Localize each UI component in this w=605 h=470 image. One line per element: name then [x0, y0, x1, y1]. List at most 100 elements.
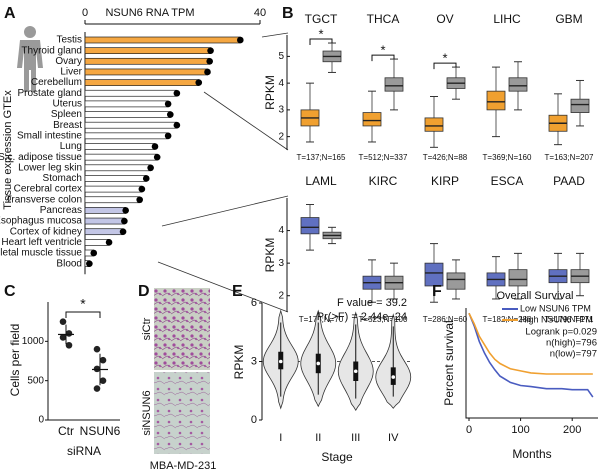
y-tick-label: 4: [278, 225, 284, 236]
tissue-label: Stomach: [43, 173, 82, 184]
bar: [84, 132, 169, 140]
bar-end-dot: [151, 143, 159, 150]
stat-annotation: F value = 39.2: [337, 297, 407, 309]
box: [424, 117, 444, 132]
tissue-label: Cerebellum: [31, 77, 82, 88]
cancer-label: LIHC: [493, 12, 521, 26]
sample-count: T=426;N=88: [423, 153, 468, 162]
tissue-label: Heart left ventricle: [1, 237, 82, 248]
sample-count: T=512;N=337: [359, 153, 408, 162]
bar-end-dot: [164, 100, 172, 108]
tissue-label: Cerebral cortex: [14, 184, 82, 195]
cancer-label: ESCA: [491, 174, 524, 188]
y-tick-label: 500: [27, 375, 44, 386]
y-axis-label: Percent survival: [442, 320, 456, 405]
sample-count: T=179;N=171: [545, 315, 594, 324]
bar-end-dot: [237, 36, 244, 44]
bar: [84, 207, 127, 214]
tissue-label: Blood: [56, 258, 82, 269]
sample-count: T=163;N=207: [545, 153, 594, 162]
bar: [84, 79, 200, 86]
bar-end-dot: [121, 217, 128, 225]
legend-label: High NSUN6 TPM: [520, 314, 593, 324]
data-point: [59, 334, 67, 341]
cancer-label: KIRC: [369, 174, 398, 188]
box: [424, 262, 444, 287]
cancer-label: KIRP: [431, 174, 459, 188]
bar-end-dot: [206, 58, 213, 65]
tissue-label: Spleen: [51, 109, 82, 120]
x-axis-label: Stage: [321, 450, 353, 464]
x-tick-label: Ctr: [58, 424, 74, 438]
bar-end-dot: [105, 239, 113, 246]
cancer-label: OV: [436, 12, 453, 26]
cancer-label: THCA: [367, 12, 400, 26]
box: [446, 272, 466, 290]
stat-annotation: n(high)=796: [546, 338, 597, 349]
panel-letter: E: [232, 283, 243, 300]
cancer-label: TGCT: [305, 12, 338, 26]
bar-end-dot: [138, 185, 146, 193]
significance-star: *: [318, 26, 323, 41]
x-tick-label: 0: [466, 424, 472, 436]
median: [391, 375, 396, 379]
y-tick-label: 3: [278, 258, 284, 269]
y-tick-label: 1000: [22, 336, 45, 347]
y-tick-label: 4: [278, 78, 284, 89]
body-icon: [17, 26, 43, 92]
sample-count: T=286;N=60: [423, 315, 468, 324]
tissue-label: Pancreas: [40, 205, 82, 216]
data-point: [65, 330, 73, 337]
legend-label: Low NSUN6 TPM: [520, 303, 591, 313]
box: [508, 77, 528, 92]
bar: [84, 164, 151, 172]
panel-letter: D: [138, 283, 150, 300]
bar: [84, 143, 156, 150]
stat-annotation: Pr(>F) = 2.44e−24: [317, 311, 407, 323]
bar: [84, 121, 178, 129]
panel-letter: C: [4, 283, 16, 300]
cancer-label: GBM: [555, 12, 582, 26]
box: [300, 217, 320, 235]
data-point: [99, 356, 107, 364]
data-point: [99, 377, 107, 384]
tissue-label: Transverse colon: [6, 194, 82, 205]
bar-end-dot: [207, 47, 214, 54]
panel-letter: A: [4, 5, 16, 22]
x-tick-label: III: [351, 432, 360, 444]
tissue-label: Testis: [56, 35, 82, 46]
cancer-label: LAML: [305, 174, 337, 188]
axes: [47, 302, 120, 421]
median: [278, 359, 283, 364]
bar: [84, 228, 124, 236]
bar: [84, 185, 143, 193]
bar-end-dot: [195, 79, 203, 86]
x-tick-label: II: [315, 432, 321, 444]
bar: [84, 196, 141, 204]
x-tick-label: 200: [563, 424, 581, 436]
bar-end-dot: [167, 111, 174, 118]
bar: [84, 153, 158, 161]
bar: [84, 36, 241, 44]
tissue-label: Small intestine: [17, 130, 82, 141]
y-axis-label: siNSUN6: [141, 390, 153, 435]
y-axis-label: RPKM: [263, 75, 277, 110]
y-tick-label: 5: [278, 51, 284, 62]
x-axis-label: Months: [512, 447, 551, 461]
sample-count: T=369;N=160: [483, 153, 532, 162]
image-caption: MBA-MD-231: [150, 460, 217, 470]
bar: [84, 68, 208, 76]
panel-letter: F: [432, 283, 442, 300]
tissue-label: Liver: [60, 67, 82, 78]
median: [316, 361, 321, 366]
bar-end-dot: [204, 68, 211, 76]
y-tick-label: 2: [278, 131, 284, 142]
x-axis-label: NSUN6 RNA TPM: [105, 7, 194, 19]
bar: [84, 111, 171, 118]
stat-annotation: Logrank p=0.029: [525, 327, 597, 338]
y-tick-label: 3: [278, 105, 284, 116]
tissue-label: Lower leg skin: [18, 162, 82, 173]
significance-star: *: [380, 43, 385, 58]
tissue-label: Skeletal muscle tissue: [0, 248, 82, 259]
bar-end-dot: [142, 175, 150, 182]
